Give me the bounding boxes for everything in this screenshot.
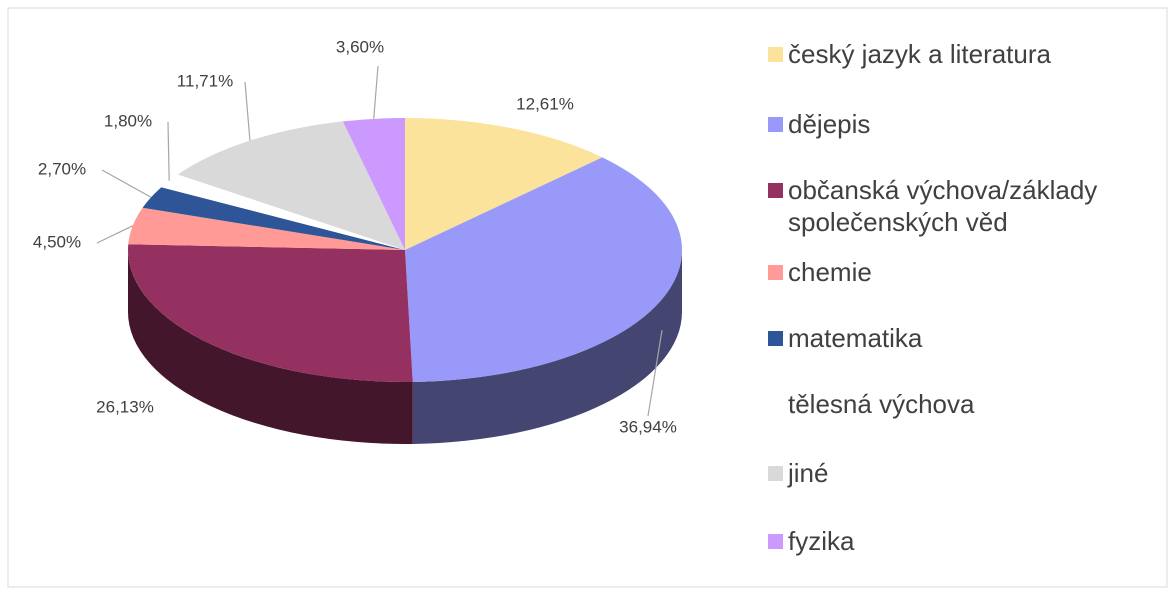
data-label: 26,13% (96, 397, 154, 416)
pie-side (128, 250, 413, 444)
pie-side (412, 250, 682, 444)
pie-slice (405, 157, 682, 382)
pie-slice (128, 244, 413, 383)
legend-swatch (768, 331, 783, 346)
legend-item: občanská výchova/základy společenských v… (768, 174, 1158, 238)
legend-swatch (768, 117, 783, 132)
legend-swatch (768, 47, 783, 62)
data-label: 12,61% (516, 94, 574, 113)
leader-line (373, 65, 379, 119)
legend-item: dějepis (768, 108, 1158, 140)
legend-label: český jazyk a literatura (788, 39, 1051, 69)
data-label: 2,70% (38, 159, 86, 178)
legend-swatch (768, 397, 783, 412)
pie-slice (128, 207, 405, 250)
leader-line (167, 121, 170, 181)
legend-swatch (768, 265, 783, 280)
legend-item: český jazyk a literatura (768, 38, 1158, 70)
legend-label: matematika (788, 323, 923, 353)
leader-line (101, 169, 152, 198)
legend-label: chemie (788, 257, 872, 287)
legend-swatch (768, 183, 783, 198)
data-label: 3,60% (336, 37, 384, 56)
legend: český jazyk a literatura dějepis občanská … (768, 38, 1158, 557)
legend-item: chemie (768, 256, 1158, 288)
legend-item: tělesná výchova (768, 388, 1158, 420)
legend-label: občanská výchova/základy společenských v… (788, 175, 1098, 237)
legend-label: fyzika (788, 526, 855, 556)
pie-slice (161, 174, 405, 250)
pie-slice (177, 121, 405, 250)
data-label: 4,50% (33, 232, 81, 251)
legend-label: jiné (788, 458, 829, 488)
legend-item: jiné (768, 457, 1158, 489)
pie-slice (342, 118, 405, 250)
legend-item: fyzika (768, 525, 1158, 557)
pie-slice (405, 118, 603, 250)
legend-swatch (768, 534, 783, 549)
legend-label: dějepis (788, 109, 871, 139)
data-label: 36,94% (619, 417, 677, 436)
data-label: 1,80% (104, 111, 152, 130)
data-label: 11,71% (177, 71, 233, 90)
leader-line (244, 81, 251, 141)
leader-line (96, 225, 133, 244)
legend-item: matematika (768, 322, 1158, 354)
legend-label: tělesná výchova (788, 389, 975, 419)
leader-line (647, 330, 663, 417)
legend-swatch (768, 466, 783, 481)
pie-slice (142, 187, 405, 250)
